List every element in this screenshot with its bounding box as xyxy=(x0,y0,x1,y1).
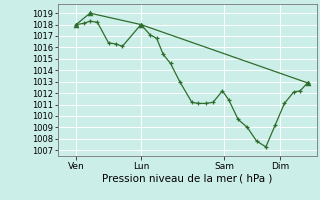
X-axis label: Pression niveau de la mer ( hPa ): Pression niveau de la mer ( hPa ) xyxy=(102,173,272,183)
